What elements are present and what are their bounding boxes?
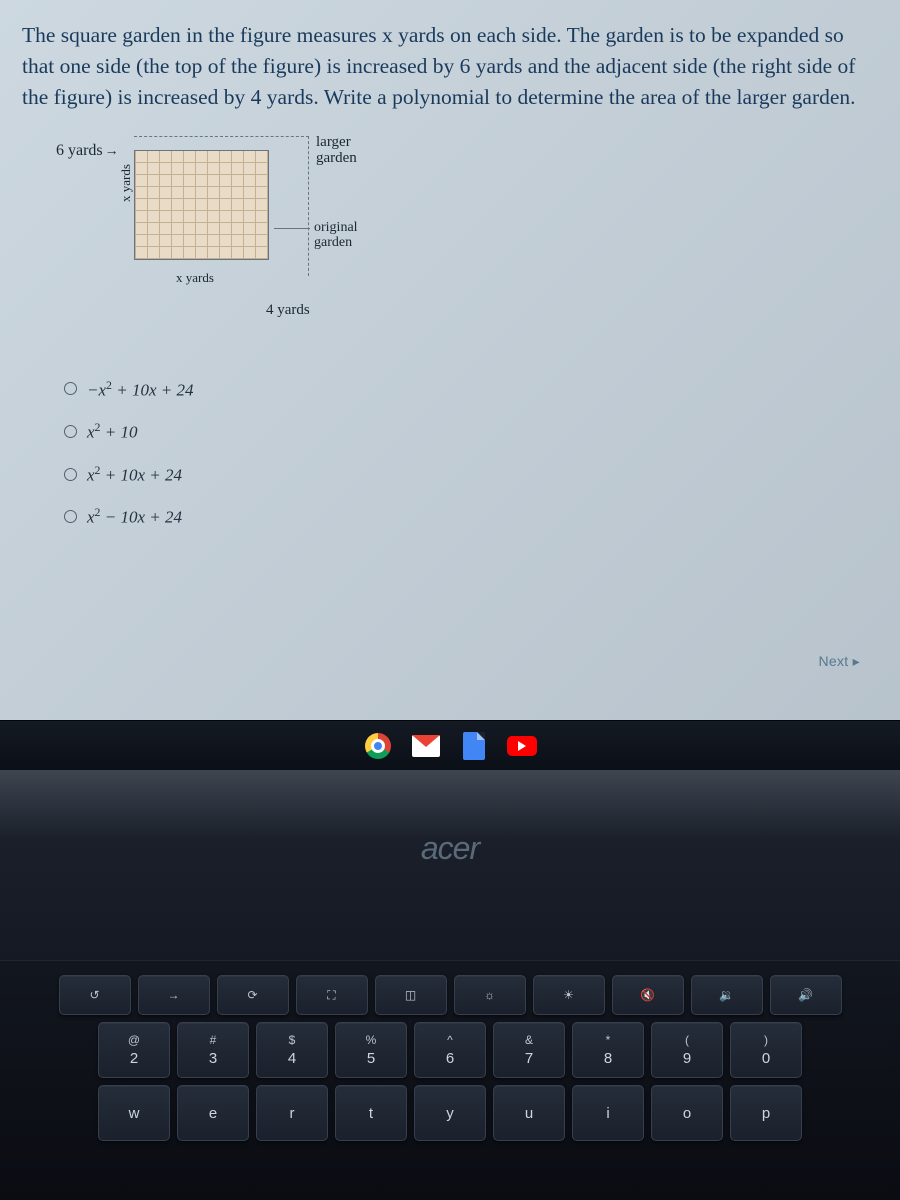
keyboard-fn-row: ↺→⟳⛶◫☼☀🔇🔉🔊 [8,975,892,1015]
option-math: −x2 + 10x + 24 [87,378,194,401]
laptop-brand: acer [421,830,479,867]
key[interactable]: &7 [493,1022,565,1078]
key[interactable]: @2 [98,1022,170,1078]
radio-icon[interactable] [64,468,77,481]
radio-icon[interactable] [64,510,77,523]
key[interactable]: r [256,1085,328,1141]
key[interactable]: ^6 [414,1022,486,1078]
option-math: x2 + 10x + 24 [87,463,182,486]
keyboard: ↺→⟳⛶◫☼☀🔇🔉🔊 @2#3$4%5^6&7*8(9)0 wertyuiop [0,960,900,1200]
key[interactable]: i [572,1085,644,1141]
key[interactable]: e [177,1085,249,1141]
answer-option-1[interactable]: x2 + 10 [64,410,884,453]
key[interactable]: #3 [177,1022,249,1078]
answer-option-3[interactable]: x2 − 10x + 24 [64,495,884,538]
larger-line2: garden [316,150,357,167]
key[interactable]: $4 [256,1022,328,1078]
taskbar [0,720,900,770]
radio-icon[interactable] [64,425,77,438]
key[interactable]: 🔊 [770,975,842,1015]
key[interactable]: w [98,1085,170,1141]
key[interactable]: ⛶ [296,975,368,1015]
key[interactable]: → [138,975,210,1015]
option-math: x2 − 10x + 24 [87,505,182,528]
key[interactable]: o [651,1085,723,1141]
original-garden-box [134,150,269,260]
radio-icon[interactable] [64,382,77,395]
label-x-yards-horizontal: x yards [176,270,214,286]
key[interactable]: p [730,1085,802,1141]
answer-options: −x2 + 10x + 24 x2 + 10 x2 + 10x + 24 x2 − 1… [64,368,884,539]
key[interactable]: 🔉 [691,975,763,1015]
label-4-yards: 4 yards [266,302,310,319]
question-text: The square garden in the figure measures… [16,20,884,114]
key[interactable]: ↺ [59,975,131,1015]
answer-option-0[interactable]: −x2 + 10x + 24 [64,368,884,411]
orig-line1: original [314,220,358,235]
key[interactable]: *8 [572,1022,644,1078]
key[interactable]: 🔇 [612,975,684,1015]
key[interactable]: %5 [335,1022,407,1078]
key[interactable]: ☀ [533,975,605,1015]
original-pointer [274,228,310,229]
gmail-icon[interactable] [410,730,442,762]
chrome-icon[interactable] [362,730,394,762]
label-x-yards-vertical: x yards [118,164,134,202]
key[interactable]: y [414,1085,486,1141]
larger-line1: larger [316,134,357,151]
keyboard-number-row: @2#3$4%5^6&7*8(9)0 [8,1022,892,1078]
option-math: x2 + 10 [87,420,137,443]
label-6-yards: 6 yards [56,142,119,160]
youtube-icon[interactable] [506,730,538,762]
docs-icon[interactable] [458,730,490,762]
garden-diagram: 6 yards x yards larger garden original g… [56,132,884,362]
orig-line2: garden [314,235,358,250]
key[interactable]: ⟳ [217,975,289,1015]
key[interactable]: u [493,1085,565,1141]
next-button[interactable]: Next ▸ [818,653,860,670]
key[interactable]: ◫ [375,975,447,1015]
keyboard-letter-row: wertyuiop [8,1085,892,1141]
key[interactable]: t [335,1085,407,1141]
key[interactable]: (9 [651,1022,723,1078]
label-original-garden: original garden [314,220,358,251]
key[interactable]: )0 [730,1022,802,1078]
label-larger-garden: larger garden [316,134,357,167]
quiz-screen: The square garden in the figure measures… [0,0,900,720]
answer-option-2[interactable]: x2 + 10x + 24 [64,453,884,496]
key[interactable]: ☼ [454,975,526,1015]
